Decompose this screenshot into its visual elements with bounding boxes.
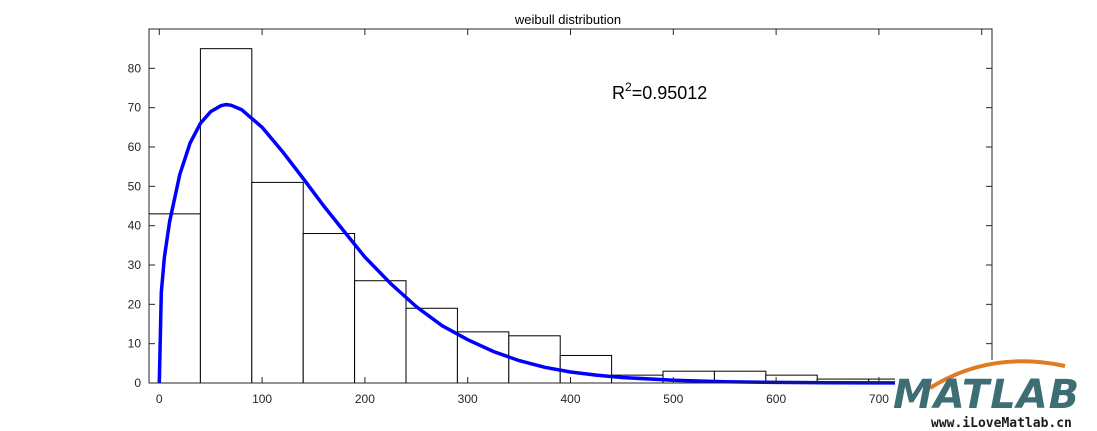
histogram-bar bbox=[405, 307, 458, 384]
y-tick-label: 40 bbox=[128, 219, 142, 233]
y-tick-label: 50 bbox=[128, 179, 142, 193]
histogram-bar bbox=[199, 48, 253, 384]
r-squared-base: R bbox=[612, 83, 625, 103]
watermark-logo-text: MATLAB bbox=[893, 372, 1080, 418]
chart-title: weibull distribution bbox=[514, 12, 621, 27]
x-tick-label: 600 bbox=[766, 392, 786, 406]
histogram-bars bbox=[148, 48, 993, 384]
logo-swoosh bbox=[928, 359, 1066, 390]
y-axis-ticks: 0 10 20 30 40 50 60 70 80 bbox=[128, 61, 992, 390]
x-tick-label: 300 bbox=[458, 392, 478, 406]
histogram-bar bbox=[148, 213, 201, 384]
histogram-bar bbox=[559, 354, 613, 384]
y-tick-label: 0 bbox=[134, 376, 141, 390]
r-squared-value: =0.95012 bbox=[632, 83, 708, 103]
x-tick-label: 500 bbox=[663, 392, 683, 406]
x-tick-label: 100 bbox=[252, 392, 272, 406]
x-tick-label: 200 bbox=[355, 392, 375, 406]
y-tick-label: 20 bbox=[128, 297, 142, 311]
watermark-logo: MATLAB www.iLoveMatlab.cn bbox=[893, 359, 1097, 431]
histogram-bar bbox=[302, 233, 356, 384]
y-tick-label: 80 bbox=[128, 61, 142, 75]
y-tick-label: 10 bbox=[128, 337, 142, 351]
r-squared-superscript: 2 bbox=[625, 80, 632, 94]
histogram-bar bbox=[354, 280, 407, 384]
y-tick-label: 60 bbox=[128, 140, 142, 154]
histogram-bar bbox=[251, 181, 304, 384]
watermark-site-text: www.iLoveMatlab.cn bbox=[931, 416, 1072, 431]
weibull-fit-curve bbox=[157, 102, 982, 385]
x-tick-label: 0 bbox=[156, 392, 163, 406]
x-tick-label: 400 bbox=[560, 392, 580, 406]
x-tick-label: 700 bbox=[869, 392, 889, 406]
y-tick-label: 30 bbox=[128, 258, 142, 272]
y-tick-label: 70 bbox=[128, 101, 142, 115]
r-squared-annotation: R2=0.95012 bbox=[612, 80, 707, 103]
